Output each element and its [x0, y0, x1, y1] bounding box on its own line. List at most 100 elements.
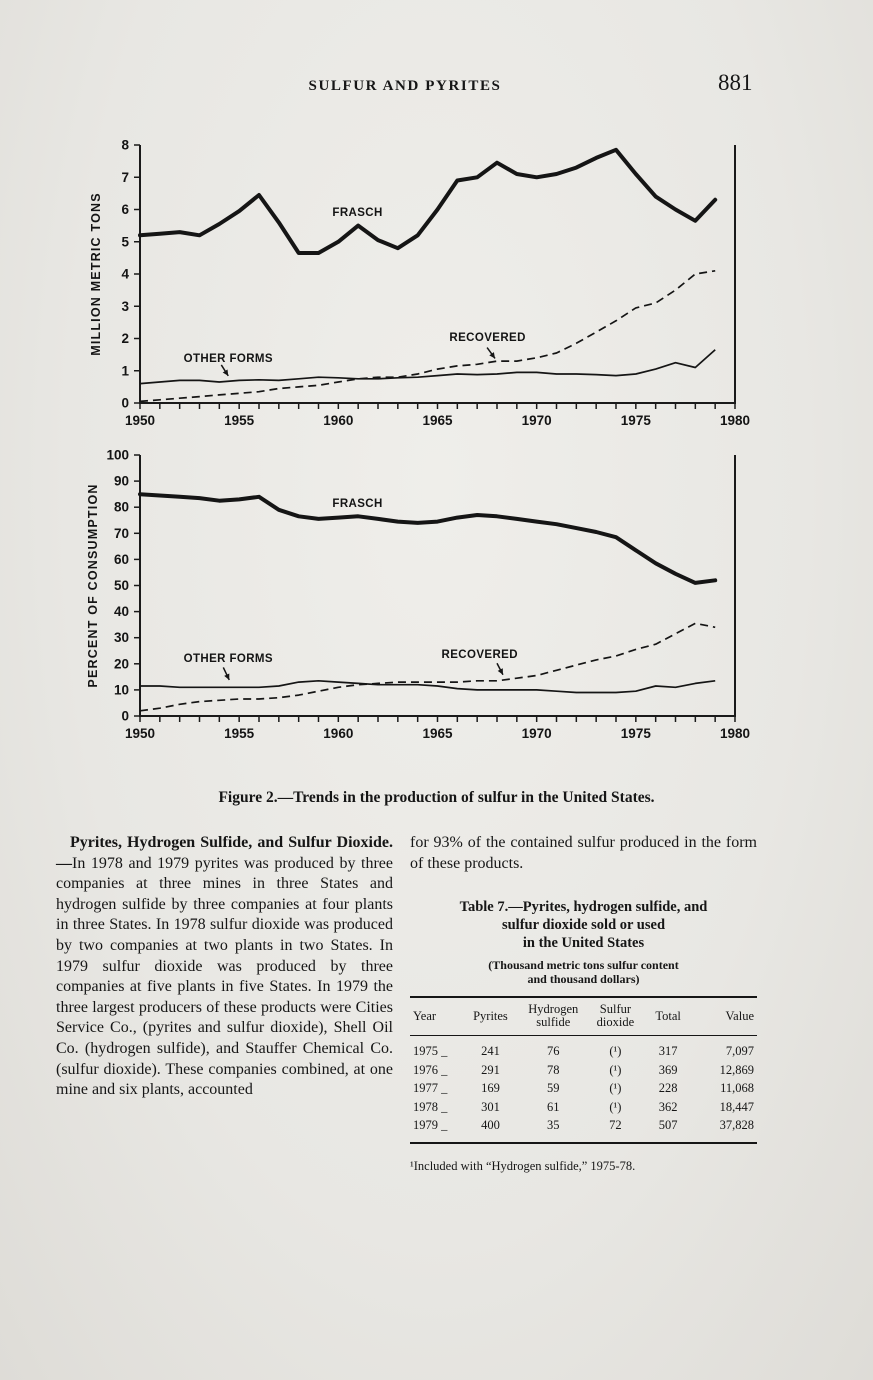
table-subtitle: (Thousand metric tons sulfur content and… — [488, 958, 679, 987]
paragraph-left-text: In 1978 and 1979 pyrites was produced by… — [56, 854, 393, 1099]
x-tick-label: 1955 — [224, 726, 255, 741]
table-cell: 72 — [586, 1116, 644, 1144]
table-cell: 78 — [547, 1062, 560, 1077]
annotation-arrowhead — [222, 369, 229, 376]
table-cell: 37,828 — [692, 1116, 757, 1144]
x-tick-label: 1980 — [720, 413, 750, 428]
table-cell: 12,869 — [719, 1062, 754, 1077]
body-paragraph: Pyrites, Hydrogen Sulfide, and Sulfur Di… — [56, 833, 393, 1101]
x-tick-label: 1960 — [323, 413, 353, 428]
table-cell: 241 — [481, 1044, 500, 1059]
x-tick-label: 1965 — [422, 726, 453, 741]
series-frasch — [138, 492, 718, 585]
annotation-other-forms: OTHER FORMS — [184, 353, 273, 365]
paragraph-continuation: for 93% of the contained sulfur produced… — [410, 834, 757, 872]
annotation-arrowhead — [224, 673, 230, 680]
y-tick-label: 70 — [114, 526, 129, 541]
y-tick-label: 0 — [121, 396, 129, 411]
table-cell: 317 — [658, 1044, 678, 1059]
table-cell: 59 — [547, 1081, 560, 1096]
table-cell: 369 — [658, 1062, 678, 1077]
chart-million-metric-tons: 0 1 2 3 4 5 6 7 8 1950 1955 1960 1965 1970 1975 1980 MIL… — [89, 138, 750, 429]
table-cell: 228 — [658, 1081, 678, 1096]
series-other-forms — [139, 349, 716, 385]
table-header-row: Year Pyrites Hydrogen sulfide Sulfur dioxid… — [410, 997, 757, 1037]
y-axis-title: MILLION METRIC TONS — [89, 192, 103, 356]
y-tick-label: 0 — [121, 709, 129, 724]
body-right-column: for 93% of the contained sulfur produced… — [410, 833, 757, 1174]
y-tick-label: 1 — [121, 363, 129, 378]
table-cell: 1975 _ — [413, 1044, 448, 1059]
annotation-frasch: FRASCH — [332, 498, 382, 510]
table-head: Year Pyrites Hydrogen sulfide Sulfur dioxid… — [410, 997, 757, 1037]
table-cell: 291 — [481, 1062, 500, 1077]
table-cell: 1978 _ — [413, 1099, 448, 1114]
table-7: Year Pyrites Hydrogen sulfide Sulfur dioxid… — [410, 996, 757, 1144]
y-tick-label: 2 — [121, 331, 129, 346]
table-body: 1975 _ 241 76 (¹) 317 7,097 1976 _ 291 78 (¹) 369 1… — [410, 1036, 757, 1144]
table-cell: (¹) — [609, 1044, 622, 1059]
table-row: 1976 _ 291 78 (¹) 369 12,869 — [410, 1061, 757, 1080]
table-row: 1979 _ 400 35 72 507 37,828 — [410, 1116, 757, 1144]
y-tick-label: 40 — [114, 604, 129, 619]
x-tick-label: 1980 — [720, 726, 750, 741]
table-footnote: ¹Included with “Hydrogen sulfide,” 1975-… — [410, 1158, 636, 1173]
table-cell: 507 — [643, 1116, 693, 1144]
y-axis-title: PERCENT OF CONSUMPTION — [86, 483, 100, 687]
x-tick-label: 1970 — [522, 413, 552, 428]
table-col-header: Year — [410, 997, 462, 1037]
x-tick-label: 1950 — [125, 726, 155, 741]
y-tick-label: 10 — [114, 682, 129, 697]
table-cell: 1976 _ — [413, 1062, 448, 1077]
figure-caption: Figure 2.—Trends in the production of su… — [218, 789, 655, 806]
table-row: 1977 _ 169 59 (¹) 228 11,068 — [410, 1079, 757, 1098]
y-tick-label: 8 — [121, 138, 129, 153]
table-title: Table 7.—Pyrites, hydrogen sulfide, and … — [459, 899, 708, 952]
table-col-header: Value — [692, 997, 757, 1037]
x-tick-label: 1975 — [621, 413, 652, 428]
y-tick-label: 80 — [114, 500, 129, 515]
table-cell: (¹) — [609, 1099, 622, 1114]
x-tick-label: 1970 — [522, 726, 552, 741]
y-tick-label: 100 — [106, 448, 129, 463]
table-cell: 35 — [519, 1116, 587, 1144]
chart-percent-of-consumption: 0 10 20 30 40 50 60 70 80 90 100 1950 1955 1960 1965 19… — [86, 448, 750, 742]
annotation-frasch: FRASCH — [332, 207, 382, 219]
x-tick-label: 1965 — [422, 413, 453, 428]
x-tick-label: 1975 — [621, 726, 652, 741]
x-tick-label: 1955 — [224, 413, 255, 428]
y-tick-label: 6 — [121, 202, 129, 217]
series-other-forms — [140, 679, 716, 694]
y-tick-label: 3 — [121, 299, 129, 314]
y-tick-label: 50 — [114, 578, 129, 593]
y-tick-label: 30 — [114, 630, 129, 645]
body-left-column: Pyrites, Hydrogen Sulfide, and Sulfur Di… — [56, 833, 393, 1101]
y-tick-label: 4 — [121, 267, 129, 282]
y-tick-label: 60 — [114, 552, 129, 567]
series-frasch — [138, 147, 718, 255]
table-cell: 1979 _ — [410, 1116, 462, 1144]
table-col-header: Pyrites — [461, 997, 520, 1037]
table-cell: (¹) — [609, 1081, 622, 1096]
table-col-header: Sulfur dioxide — [586, 997, 644, 1037]
running-title: SULFUR AND PYRITES — [308, 78, 502, 94]
table-cell: 7,097 — [725, 1044, 754, 1059]
y-tick-label: 20 — [114, 656, 129, 671]
table-cell: 400 — [461, 1116, 520, 1144]
y-tick-label: 5 — [121, 234, 129, 249]
series-recovered — [139, 622, 716, 712]
annotation-recovered: RECOVERED — [449, 332, 525, 344]
table-cell: 362 — [658, 1099, 678, 1114]
table-col-header: Hydrogen sulfide — [519, 997, 587, 1037]
page-number: 881 — [718, 70, 753, 95]
table-cell: 76 — [547, 1044, 560, 1059]
table-cell: 18,447 — [719, 1099, 754, 1114]
y-tick-label: 90 — [114, 474, 129, 489]
table-cell: 169 — [481, 1081, 500, 1096]
table-cell: 301 — [481, 1099, 500, 1114]
table-row: 1975 _ 241 76 (¹) 317 7,097 — [410, 1036, 757, 1061]
series-recovered — [139, 269, 716, 403]
annotation-arrowhead — [497, 668, 503, 675]
table-cell: 11,068 — [720, 1081, 754, 1096]
